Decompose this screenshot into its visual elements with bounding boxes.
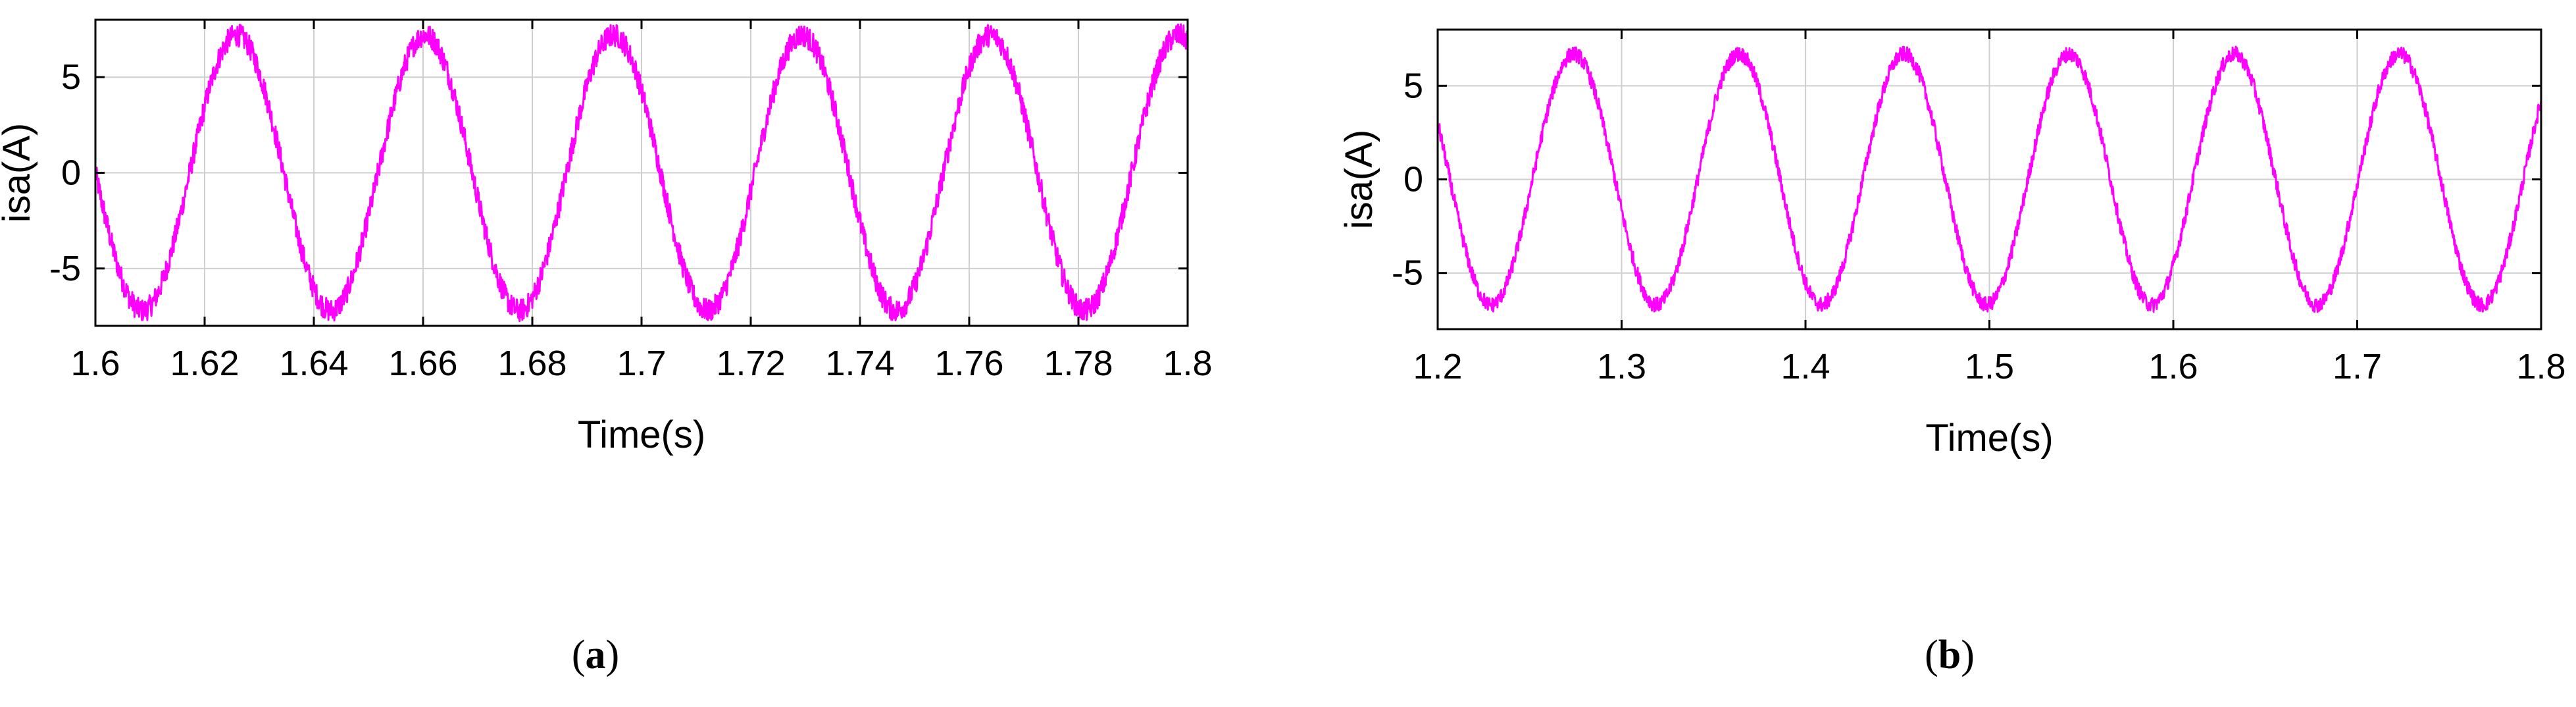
- x-tick-label: 1.2: [1413, 347, 1462, 386]
- x-axis-label: Time(s): [578, 413, 705, 456]
- chart-panel-a: 1.6 1.62 1.64 1.66 1.68 1.7 1.72 1.74 1.76 1.78 1.…: [0, 18, 1213, 456]
- trough-point: [334, 317, 337, 319]
- caption-a-open: (: [571, 633, 586, 677]
- trough-point: [902, 313, 905, 316]
- peak-point: [996, 34, 998, 36]
- peak-point: [241, 32, 244, 34]
- x-tick-label: 1.6: [70, 344, 120, 383]
- peak-point: [1181, 39, 1184, 42]
- caption-b-close: ): [1961, 633, 1975, 677]
- caption-b-open: (: [1925, 633, 1938, 677]
- x-tick-label: 1.66: [388, 344, 457, 383]
- x-tick-label: 1.62: [170, 344, 239, 383]
- peak-point: [804, 30, 807, 32]
- trough-point: [1460, 301, 1463, 304]
- trough-point: [2452, 303, 2454, 306]
- y-tick-label: -5: [49, 249, 81, 288]
- series-line-b: [1436, 45, 2542, 313]
- x-tick-label: 1.4: [1780, 347, 1830, 386]
- x-tick-label: 1.74: [825, 344, 894, 383]
- peak-point: [1543, 51, 1546, 53]
- peak-point: [2369, 53, 2371, 55]
- peak-point: [1709, 55, 1711, 57]
- x-tick-label: 1.8: [1163, 344, 1212, 383]
- caption-b: (b): [1925, 632, 1975, 679]
- x-tick-label: 1.7: [2333, 347, 2382, 386]
- peak-point: [427, 38, 430, 40]
- trough-point: [2121, 303, 2123, 306]
- x-tick-label: 1.72: [716, 344, 785, 383]
- y-tick-label: 0: [61, 153, 81, 193]
- peak-point: [619, 36, 621, 38]
- y-axis-label: isa(A): [0, 123, 38, 223]
- trough-point: [1791, 301, 1794, 304]
- y-tick-label: 5: [1403, 66, 1423, 105]
- trough-point: [1626, 305, 1629, 308]
- peak-point: [2040, 53, 2042, 55]
- series-line-a: [94, 23, 1189, 323]
- caption-b-letter: b: [1938, 633, 1961, 677]
- trough-point: [149, 311, 151, 314]
- x-tick-label: 1.64: [279, 344, 348, 383]
- x-tick-label: 1.8: [2516, 347, 2565, 386]
- x-tick-label: 1.5: [1965, 347, 2014, 386]
- trough-point: [526, 313, 528, 316]
- x-tick-label: 1.78: [1044, 344, 1113, 383]
- peak-point: [2204, 53, 2206, 55]
- chart-panel-b: 1.2 1.3 1.4 1.5 1.6 1.7 1.8 -5 0 5 Time(s) isa(A): [1338, 28, 2566, 459]
- y-tick-label: 0: [1403, 160, 1423, 199]
- x-tick-label: 1.6: [2148, 347, 2198, 386]
- x-tick-label: 1.68: [497, 344, 567, 383]
- caption-a-letter: a: [585, 633, 606, 677]
- x-tick-label: 1.76: [934, 344, 1003, 383]
- trough-point: [711, 311, 714, 314]
- x-tick-label: 1.3: [1597, 347, 1646, 386]
- y-tick-label: 5: [61, 57, 81, 97]
- y-tick-label: -5: [1392, 253, 1423, 293]
- x-tick-label: 1.7: [617, 344, 666, 383]
- y-axis-label: isa(A): [1338, 130, 1380, 229]
- trough-point: [2286, 301, 2288, 304]
- caption-a: (a): [572, 632, 619, 679]
- x-axis-label: Time(s): [1925, 417, 2053, 459]
- trough-point: [1957, 303, 1959, 306]
- caption-a-close: ): [605, 633, 620, 677]
- trough-point: [1088, 311, 1091, 314]
- peak-point: [1874, 53, 1877, 55]
